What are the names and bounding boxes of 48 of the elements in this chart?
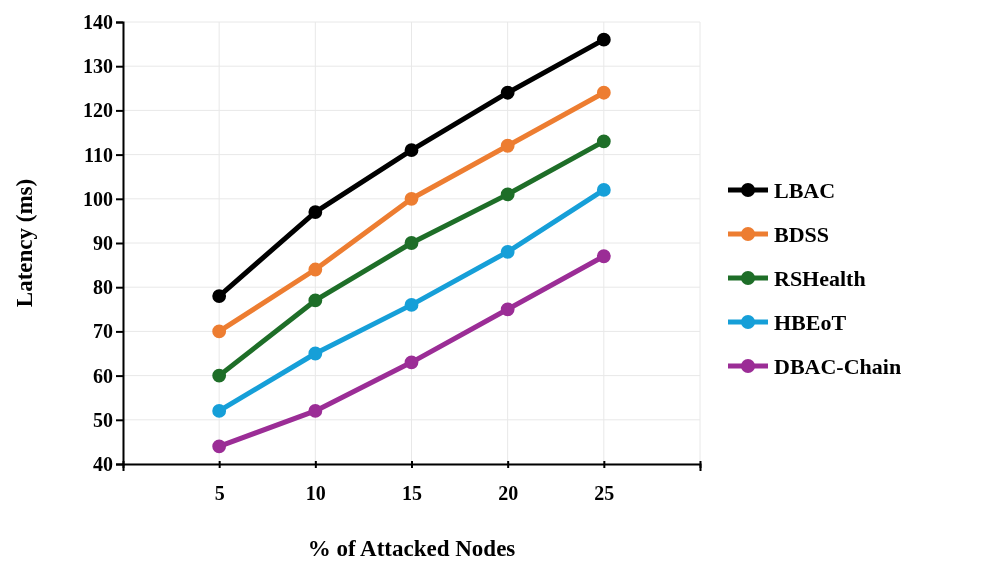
y-tick-label: 120 [83,99,113,122]
x-tick-label: 10 [305,482,326,504]
y-axis-title: Latency (ms) [12,178,37,308]
point [212,404,227,418]
point [500,244,515,259]
y-tick-label: 110 [84,143,113,166]
x-tick-label: 15 [402,482,422,504]
x-tick-label: 5 [214,482,225,504]
y-tick-label: 90 [93,231,113,254]
point [212,289,227,303]
point [596,85,611,100]
point [212,324,227,339]
y-tick-label: 70 [93,320,113,343]
legend-label: BDSS [774,221,830,247]
point [212,368,227,383]
point [308,205,323,219]
point [500,85,515,100]
point [500,138,515,153]
point [212,439,227,454]
point [308,404,323,418]
point [596,32,611,47]
x-tick-label: 25 [594,482,615,504]
point [596,134,611,149]
y-tick-label: 50 [93,408,113,431]
legend-label: HBEoT [774,309,847,335]
legend-label: LBAC [774,177,836,203]
y-tick-label: 40 [93,452,113,475]
x-tick-label: 20 [498,482,519,504]
point [404,236,419,250]
y-tick-label: 140 [83,10,113,33]
point [596,183,611,197]
point [596,249,611,264]
point [308,293,323,308]
y-tick-label: 80 [93,276,113,299]
point [404,355,419,370]
y-tick-label: 60 [93,364,113,387]
legend-label: DBAC-Chain [774,353,902,379]
point [404,143,419,158]
y-tick-label: 130 [83,55,113,78]
legend-label: RSHealth [774,265,866,291]
point [308,346,323,361]
point [404,191,419,206]
point [404,297,419,312]
point [500,187,515,202]
point [308,262,323,277]
y-tick-label: 100 [83,187,113,210]
point [500,302,515,317]
x-axis-title: % of Attacked Nodes [307,536,516,561]
